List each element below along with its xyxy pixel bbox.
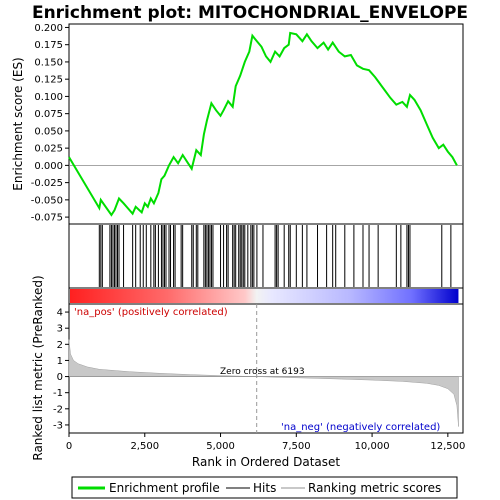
metric-y-tick-label: 3 [57,324,63,335]
legend-box [71,476,458,499]
legend-hits-label: Hits [253,481,276,495]
hits-panel-frame [68,223,464,289]
es-y-tick-label: 0.100 [34,92,63,103]
es-y-tick-label: 0.125 [34,75,63,86]
es-y-tick-label: 0.175 [34,40,63,51]
es-y-tick-label: 0.050 [34,126,63,137]
x-tick-label: 5,000 [206,441,235,452]
legend-metric-label: Ranking metric scores [308,481,441,495]
x-axis-label: Rank in Ordered Dataset [192,455,340,469]
metric-y-tick-label: -3 [53,420,63,431]
metric-panel-frame [68,303,464,434]
x-tick-label: 12,500 [430,441,465,452]
es-y-tick-label: -0.075 [31,213,63,224]
metric-y-tick-label: 0 [57,372,63,383]
metric-y-axis: -3 -2 -1 0 1 2 3 4 [53,308,69,431]
es-y-tick-label: 0.000 [34,161,63,172]
x-axis: 0 2,500 5,000 7,500 10,000 12,500 [66,433,465,452]
chart-title: Enrichment plot: MITOCHONDRIAL_ENVELOPE [32,3,468,23]
es-y-tick-label: -0.025 [31,178,63,189]
zero-cross-label: Zero cross at 6193 [220,367,305,377]
metric-y-tick-label: -1 [53,388,63,399]
es-panel-frame [68,23,464,225]
es-y-tick-label: 0.075 [34,109,63,120]
metric-y-tick-label: 2 [57,340,63,351]
es-y-tick-label: 0.200 [34,23,63,34]
pos-label: 'na_pos' (positively correlated) [74,307,228,318]
es-y-label: Enrichment score (ES) [11,57,25,190]
metric-y-tick-label: 4 [57,308,63,319]
x-tick-label: 7,500 [282,441,311,452]
es-y-axis: -0.075 -0.050 -0.025 0.000 0.025 0.050 0.075 0.… [31,23,69,224]
rank-color-band-fill [70,289,459,303]
es-y-tick-label: 0.025 [34,144,63,155]
hits-panel [98,225,452,287]
enrichment-profile-line [68,31,458,217]
ranking-metric-area [68,339,459,427]
x-tick-label: 0 [66,441,72,452]
metric-y-tick-label: -2 [53,404,63,415]
x-tick-label: 10,000 [355,441,390,452]
metric-y-label: Ranked list metric (PreRanked) [31,275,45,460]
legend-es-label: Enrichment profile [109,481,220,495]
x-tick-label: 2,500 [130,441,159,452]
es-y-tick-label: 0.150 [34,57,63,68]
neg-label: 'na_neg' (negatively correlated) [281,422,440,433]
metric-y-tick-label: 1 [57,356,63,367]
es-y-tick-label: -0.050 [31,195,63,206]
